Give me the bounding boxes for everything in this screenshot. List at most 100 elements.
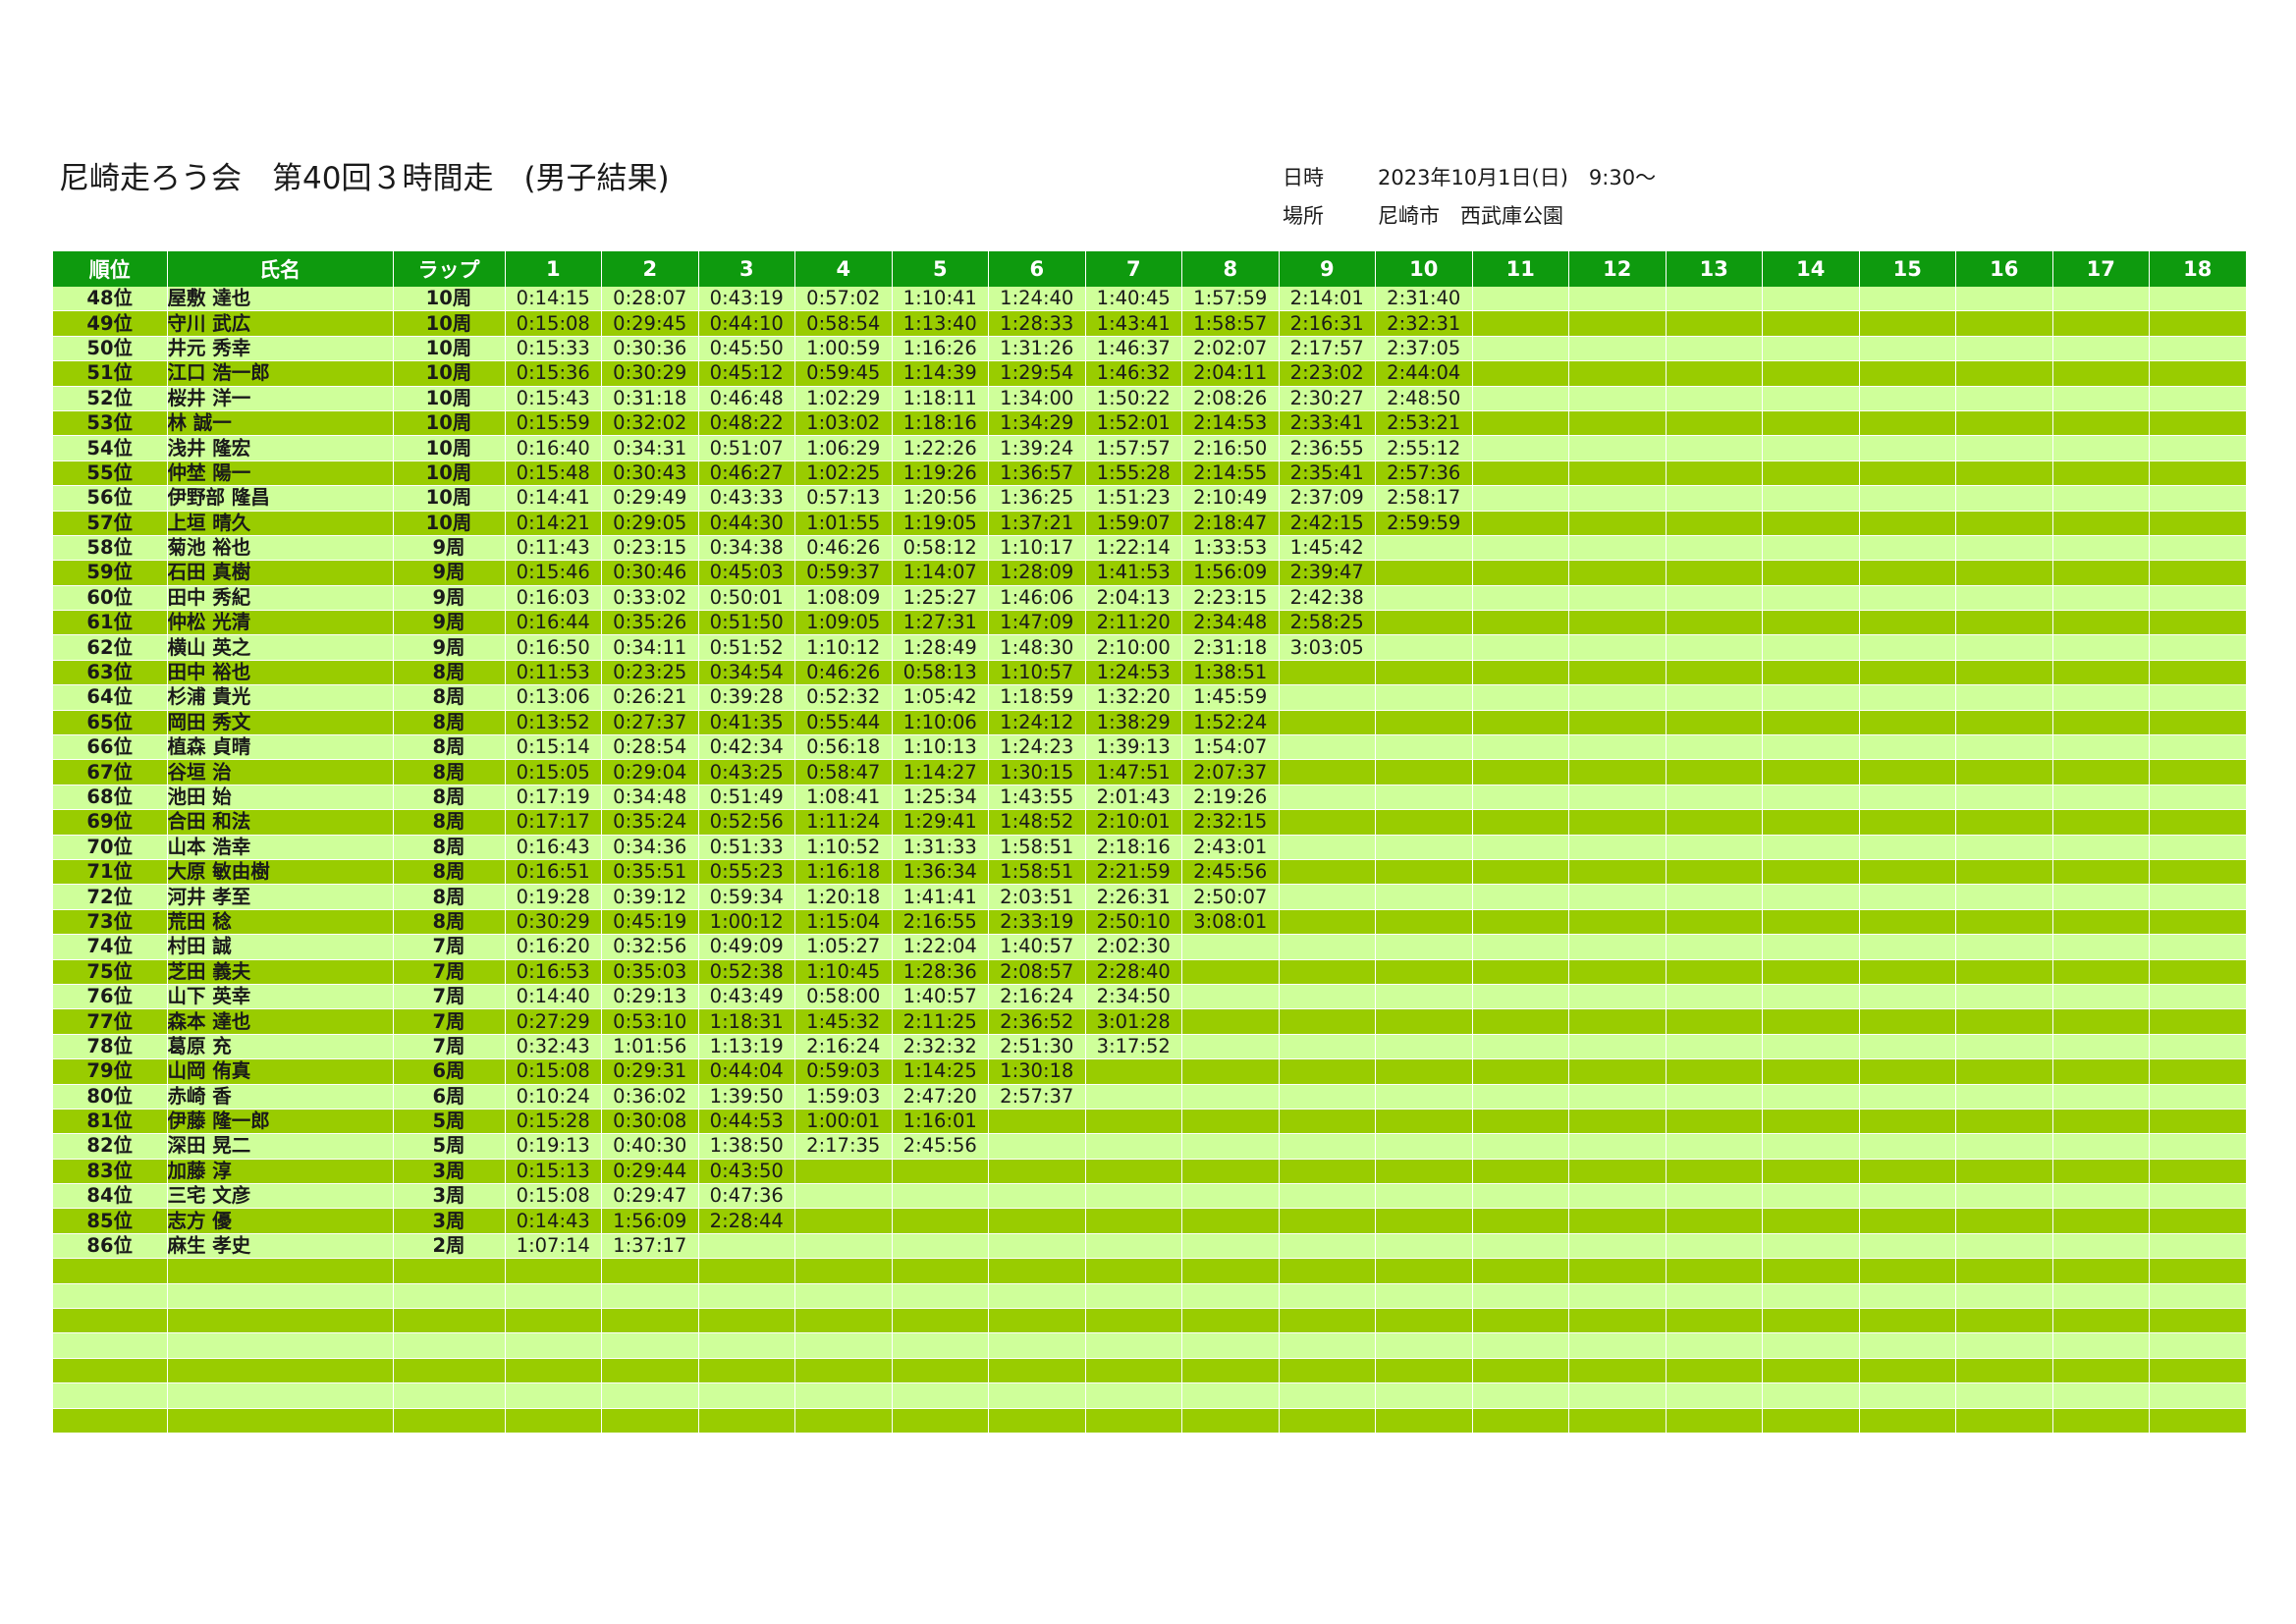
split-time-cell: 0:30:29 [505,909,602,936]
split-time-cell [2149,809,2247,836]
table-row [53,1308,2247,1334]
split-time-cell [1859,835,1956,860]
split-time-cell [1666,884,1763,910]
laps-cell: 6周 [393,1084,506,1110]
split-time-cell [1762,1283,1860,1310]
name-cell: 深田 晃二 [167,1133,394,1160]
split-time-cell [1181,1084,1280,1110]
split-time-cell [1955,934,2053,960]
split-time-cell: 1:00:59 [794,336,893,362]
split-time-cell [1955,1208,2053,1234]
split-time-cell [1375,1332,1473,1359]
split-time-cell [1762,1109,1860,1135]
split-time-cell [1472,734,1569,761]
split-time-cell [1568,809,1667,836]
split-time-cell: 1:06:29 [794,435,893,461]
split-time-cell: 0:13:52 [505,710,602,736]
split-time-cell [1472,1308,1569,1334]
split-time-cell [892,1208,989,1234]
split-time-cell: 1:31:26 [988,336,1086,362]
split-time-cell: 2:47:20 [892,1084,989,1110]
rank-cell: 67位 [53,759,168,785]
split-time-cell: 2:57:37 [988,1084,1086,1110]
split-time-cell [1375,835,1473,860]
split-time-cell: 0:58:12 [892,535,989,562]
split-time-cell [505,1408,602,1434]
laps-cell: 2周 [393,1233,506,1260]
split-time-cell [1472,1034,1569,1060]
laps-cell: 9周 [393,610,506,636]
split-time-cell [1762,511,1860,536]
split-time-cell: 0:26:21 [601,684,699,711]
split-time-cell [1955,1233,2053,1260]
split-time-cell: 0:29:44 [601,1159,699,1185]
name-cell: 山下 英幸 [167,984,394,1010]
split-time-cell: 1:00:12 [698,909,795,936]
split-time-cell [698,1258,795,1284]
split-time-cell [2149,610,2247,636]
split-time-cell: 0:34:38 [698,535,795,562]
split-time-cell [988,1183,1086,1210]
split-time-cell: 0:51:07 [698,435,795,461]
split-time-cell [2052,835,2150,860]
split-time-cell [1279,785,1376,811]
split-time-cell: 1:13:19 [698,1034,795,1060]
split-time-cell: 0:43:25 [698,759,795,785]
rank-cell: 60位 [53,585,168,612]
rank-cell: 86位 [53,1233,168,1260]
split-time-cell [1859,909,1956,936]
split-time-cell [1568,710,1667,736]
split-time-cell: 0:45:12 [698,360,795,387]
laps-cell: 8周 [393,710,506,736]
name-cell: 森本 達也 [167,1008,394,1035]
split-time-cell [1762,734,1860,761]
split-time-cell [1859,934,1956,960]
split-time-cell [2149,660,2247,686]
split-time-cell [1375,909,1473,936]
split-time-cell: 1:36:57 [988,460,1086,487]
rank-cell [53,1358,168,1384]
name-cell: 池田 始 [167,785,394,811]
split-time-cell [2149,1084,2247,1110]
split-time-cell [1762,984,1860,1010]
split-time-cell [1762,1034,1860,1060]
split-time-cell [1955,435,2053,461]
split-time-cell [1762,1208,1860,1234]
laps-cell: 7周 [393,959,506,985]
split-time-cell [2149,1133,2247,1160]
split-time-cell: 2:04:11 [1181,360,1280,387]
rank-cell [53,1382,168,1409]
split-time-cell: 2:10:01 [1085,809,1182,836]
split-time-cell [1279,1332,1376,1359]
split-time-cell [1085,1133,1182,1160]
split-time-cell [1375,859,1473,886]
name-cell: 葛原 充 [167,1034,394,1060]
split-time-cell [1859,759,1956,785]
split-time-cell: 0:45:03 [698,560,795,586]
laps-cell: 9周 [393,535,506,562]
split-time-cell: 2:31:18 [1181,634,1280,661]
split-time-cell [1568,1133,1667,1160]
split-time-cell [1859,785,1956,811]
split-time-cell [1859,1183,1956,1210]
split-time-cell [794,1183,893,1210]
split-time-cell: 1:10:52 [794,835,893,860]
split-time-cell: 1:28:49 [892,634,989,661]
split-time-cell: 2:31:40 [1375,287,1473,312]
split-time-cell: 0:45:19 [601,909,699,936]
split-time-cell [505,1382,602,1409]
split-time-cell [2149,1258,2247,1284]
split-time-cell [2149,360,2247,387]
split-time-cell: 1:16:01 [892,1109,989,1135]
split-time-cell: 1:24:53 [1085,660,1182,686]
split-time-cell [1375,1084,1473,1110]
table-row: 80位 赤崎 香 6周 0:10:24 0:36:02 1:39:50 1:59:03 2:4… [53,1084,2247,1110]
split-time-cell [2052,809,2150,836]
split-time-cell [2052,1183,2150,1210]
split-time-cell [1762,785,1860,811]
split-time-cell [1762,1308,1860,1334]
table-row: 56位 伊野部 隆昌 10周 0:14:41 0:29:49 0:43:33 0:57:13… [53,485,2247,512]
split-time-cell: 1:46:06 [988,585,1086,612]
split-time-cell [1859,287,1956,312]
split-time-cell: 0:15:14 [505,734,602,761]
